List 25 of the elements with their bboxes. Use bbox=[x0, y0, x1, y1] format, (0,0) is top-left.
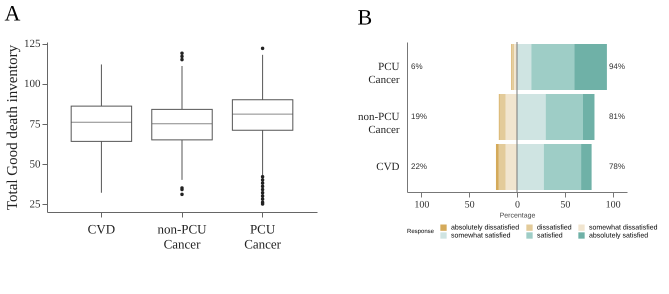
annotation: 81% bbox=[608, 112, 625, 121]
annotation: 19% bbox=[411, 112, 428, 121]
x-tick-label: CVD bbox=[88, 222, 116, 236]
x-tick-label: 50 bbox=[464, 200, 475, 210]
y-tick-label: PCU Cancer bbox=[368, 61, 400, 86]
y-tick-label: non-PCU Cancer bbox=[358, 111, 400, 136]
chart-title: B bbox=[357, 4, 372, 30]
x-tick-label: 100 bbox=[606, 200, 621, 210]
y-axis-title: Total Good death inventory bbox=[5, 44, 21, 210]
x-tick-label: PCU Cancer bbox=[244, 222, 282, 252]
chart-title: A bbox=[4, 0, 20, 26]
x-tick-label: 100 bbox=[414, 200, 430, 210]
y-tick-label: 125 bbox=[24, 38, 41, 50]
annotation: 78% bbox=[608, 162, 625, 171]
annotation: 6% bbox=[411, 62, 423, 71]
y-tick-label: 50 bbox=[30, 158, 41, 170]
annotation: 94% bbox=[608, 62, 625, 71]
y-tick-label: 75 bbox=[30, 118, 41, 130]
annotation: 22% bbox=[411, 162, 428, 171]
x-tick-label: 50 bbox=[560, 200, 570, 210]
y-tick-label: CVD bbox=[376, 161, 400, 173]
y-tick-label: 100 bbox=[24, 78, 41, 90]
y-tick-label: 25 bbox=[30, 198, 41, 210]
x-tick-label: non-PCU Cancer bbox=[157, 222, 208, 252]
x-tick-label: 0 bbox=[515, 200, 520, 210]
